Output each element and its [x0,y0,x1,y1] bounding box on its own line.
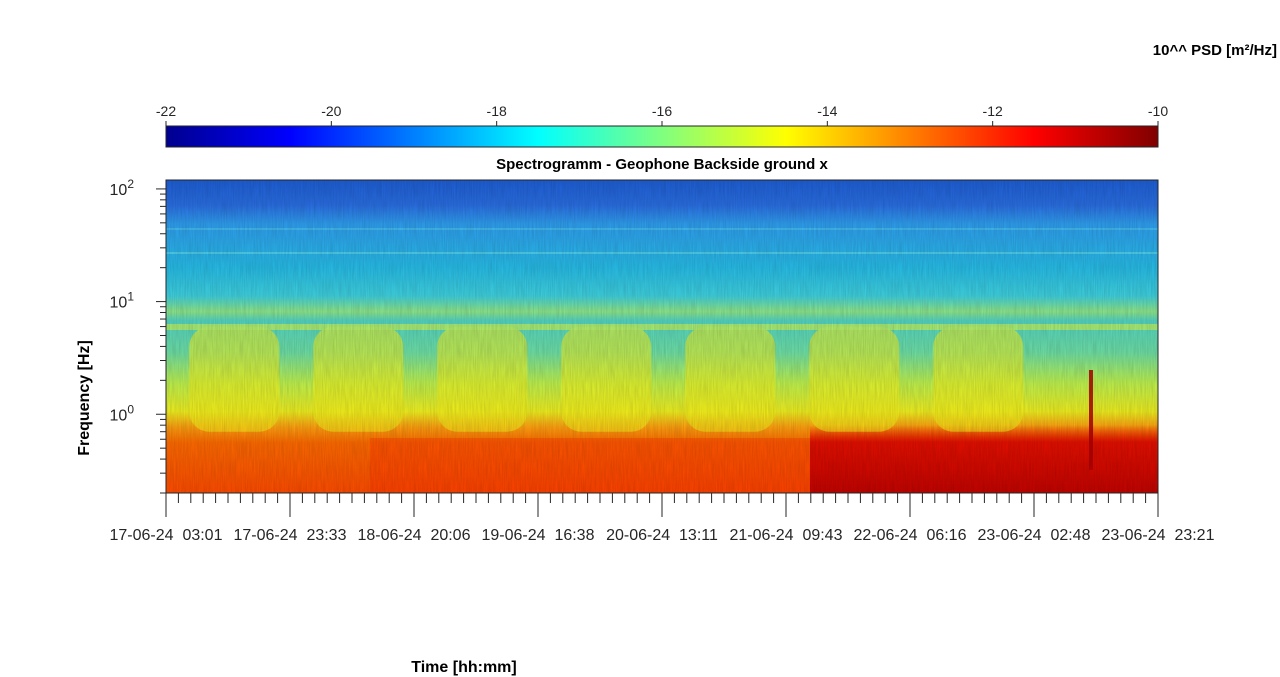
colorbar-label: 10^^ PSD [m²/Hz] [1153,42,1277,59]
spectrogram-noise [166,180,1158,493]
y-tick-exponent: 1 [127,290,134,304]
colorbar-tick-label: -16 [652,103,672,119]
y-tick-exponent: 2 [127,177,134,191]
colorbar-ticks: -22 -20 -18 -16 -14 -12 -10 [156,103,1168,126]
x-tick-label: 22-06-24 06:16 [854,527,967,544]
x-tick-label: 17-06-24 03:01 [110,527,223,544]
colorbar-tick-label: -22 [156,103,176,119]
colorbar-tick-label: -12 [983,103,1003,119]
y-tick-label: 100 [110,402,135,424]
plot-frame [165,179,1159,494]
colorbar-tick-label: -18 [487,103,507,119]
y-tick-base: 10 [110,182,128,199]
chart-title: Spectrogramm - Geophone Backside ground … [496,156,828,173]
x-tick-label: 23-06-24 02:48 [978,527,1091,544]
x-tick-label: 17-06-24 23:33 [234,527,347,544]
x-tick-label: 20-06-24 13:11 [606,527,718,544]
y-tick-base: 10 [110,295,128,312]
x-tick-label: 21-06-24 09:43 [730,527,843,544]
y-tick-label: 101 [110,290,135,312]
colorbar-tick-label: -10 [1148,103,1168,119]
x-axis-label: Time [hh:mm] [411,659,516,676]
colorbar-tick-label: -14 [817,103,837,119]
x-tick-label: 18-06-24 20:06 [358,527,471,544]
y-tick-base: 10 [110,407,128,424]
x-axis-ticks: 17-06-24 03:01 17-06-24 23:33 18-06-24 20:… [110,493,1215,544]
spectrogram-image [166,180,1158,493]
colorbar: -22 -20 -18 -16 -14 -12 -10 [156,103,1168,148]
colorbar-gradient [166,126,1158,147]
y-tick-label: 102 [110,177,135,199]
colorbar-tick-label: -20 [321,103,341,119]
y-axis-label: Frequency [Hz] [76,340,93,456]
x-tick-label: 19-06-24 16:38 [482,527,595,544]
x-tick-label: 23-06-24 23:21 [1102,527,1215,544]
y-tick-exponent: 0 [127,402,134,416]
